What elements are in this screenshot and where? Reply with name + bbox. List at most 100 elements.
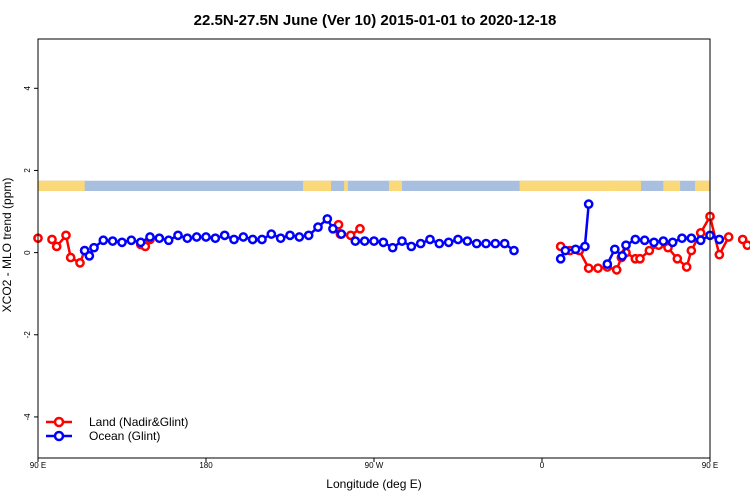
data-point bbox=[359, 236, 370, 246]
land-band-segment bbox=[519, 180, 617, 191]
data-point bbox=[117, 237, 127, 248]
data-point bbox=[617, 251, 628, 261]
data-point bbox=[453, 234, 463, 245]
legend-marker bbox=[53, 430, 65, 442]
data-point bbox=[714, 234, 725, 245]
data-point bbox=[609, 244, 620, 255]
land-band-segment bbox=[695, 180, 710, 191]
data-point bbox=[560, 245, 571, 256]
x-tick-label: 90 E bbox=[30, 461, 46, 470]
data-point bbox=[257, 234, 267, 245]
data-point bbox=[425, 234, 435, 245]
data-point bbox=[47, 234, 57, 245]
data-point bbox=[658, 236, 669, 246]
data-point bbox=[191, 232, 202, 242]
data-point bbox=[509, 245, 519, 256]
x-axis-label: Longitude (deg E) bbox=[326, 477, 421, 491]
x-tick-label: 0 bbox=[540, 461, 545, 470]
data-point bbox=[247, 234, 258, 245]
data-point bbox=[649, 237, 659, 248]
land-ocean-band bbox=[38, 180, 710, 191]
data-point bbox=[443, 237, 454, 248]
data-point bbox=[434, 238, 445, 249]
data-point bbox=[644, 245, 655, 256]
y-axis: -4 -2 0 2 4 bbox=[23, 86, 38, 421]
land-band-segment bbox=[38, 180, 85, 191]
data-point bbox=[570, 244, 581, 255]
series-layer bbox=[33, 199, 750, 275]
data-point bbox=[462, 236, 473, 246]
data-point bbox=[583, 263, 594, 274]
data-point bbox=[84, 251, 95, 261]
data-point bbox=[51, 241, 62, 252]
data-point bbox=[107, 236, 118, 246]
data-point bbox=[695, 228, 706, 238]
data-point bbox=[695, 235, 706, 246]
x-tick-label: 180 bbox=[199, 461, 213, 470]
data-point bbox=[328, 223, 338, 234]
data-point bbox=[397, 236, 407, 246]
data-point bbox=[672, 253, 683, 264]
data-point bbox=[266, 229, 277, 239]
y-tick-label: 0 bbox=[23, 250, 32, 255]
legend-label: Ocean (Glint) bbox=[89, 429, 160, 443]
data-point bbox=[630, 234, 641, 245]
y-axis-label: XCO2 - MLO trend (ppm) bbox=[0, 178, 14, 313]
data-point bbox=[219, 230, 230, 241]
data-point bbox=[173, 230, 183, 241]
data-point bbox=[369, 236, 379, 246]
data-point bbox=[635, 253, 645, 264]
y-tick-label: -4 bbox=[23, 413, 32, 421]
data-point bbox=[303, 230, 314, 241]
data-point bbox=[621, 240, 631, 251]
data-point bbox=[201, 232, 211, 242]
data-point bbox=[686, 233, 697, 244]
chart-title: 22.5N-27.5N June (Ver 10) 2015-01-01 to … bbox=[194, 12, 557, 29]
data-point bbox=[639, 235, 650, 246]
data-point bbox=[126, 235, 137, 246]
data-point bbox=[677, 233, 687, 244]
data-point bbox=[387, 242, 398, 253]
legend-marker bbox=[53, 416, 65, 428]
land-band-segment bbox=[388, 180, 402, 191]
legend-label: Land (Nadir&Glint) bbox=[89, 415, 188, 429]
data-point bbox=[182, 233, 193, 244]
data-point bbox=[406, 241, 417, 252]
data-point bbox=[602, 259, 613, 269]
data-point bbox=[583, 199, 594, 209]
data-point bbox=[686, 245, 697, 256]
data-point bbox=[275, 233, 286, 244]
data-point bbox=[490, 238, 501, 249]
y-tick-label: 4 bbox=[23, 86, 32, 91]
data-point bbox=[350, 236, 361, 246]
data-point bbox=[163, 235, 174, 246]
data-point bbox=[98, 235, 109, 246]
data-point bbox=[611, 265, 622, 275]
data-point bbox=[378, 237, 389, 248]
data-point bbox=[89, 242, 99, 253]
legend: Land (Nadir&Glint)Ocean (Glint) bbox=[46, 415, 188, 443]
x-tick-label: 90 E bbox=[702, 461, 718, 470]
data-point bbox=[294, 232, 305, 242]
data-point bbox=[714, 249, 725, 260]
data-point bbox=[229, 234, 239, 245]
data-point bbox=[336, 229, 347, 239]
data-point bbox=[481, 238, 491, 249]
data-point bbox=[65, 252, 76, 263]
land-band-segment bbox=[344, 180, 348, 191]
x-axis: 90 E 180 90 W 0 90 E bbox=[30, 458, 718, 470]
ocean-band bbox=[38, 180, 710, 191]
data-point bbox=[681, 262, 692, 272]
land-band-segment bbox=[607, 180, 641, 191]
data-point bbox=[499, 238, 510, 249]
data-point bbox=[555, 253, 566, 264]
data-point bbox=[238, 232, 249, 242]
data-point bbox=[580, 241, 590, 252]
x-tick-label: 90 W bbox=[365, 461, 384, 470]
data-point bbox=[415, 238, 426, 249]
data-point bbox=[471, 238, 482, 249]
data-point bbox=[322, 214, 333, 224]
data-point bbox=[61, 230, 71, 241]
data-point bbox=[355, 223, 365, 234]
